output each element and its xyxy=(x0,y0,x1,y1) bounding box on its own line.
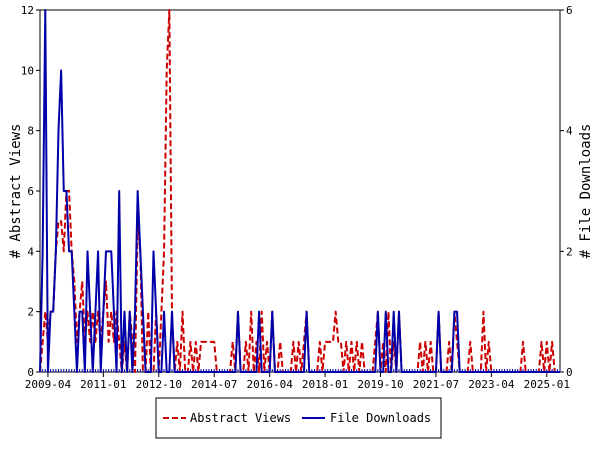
x-tick-label: 2019-10 xyxy=(357,378,403,391)
left-tick-label: 10 xyxy=(21,64,34,77)
left-tick-label: 12 xyxy=(21,4,34,17)
x-tick-label: 2021-07 xyxy=(413,378,459,391)
legend-box xyxy=(155,397,442,439)
left-axis-label: # Abstract Views xyxy=(8,124,24,259)
left-tick-label: 4 xyxy=(27,245,34,258)
right-tick-label: 4 xyxy=(566,125,573,138)
right-axis-ticks: 0 2 4 6 xyxy=(560,4,573,379)
x-tick-label: 2025-01 xyxy=(524,378,570,391)
x-tick-label: 2018-01 xyxy=(302,378,348,391)
legend-label-file-downloads: File Downloads xyxy=(330,411,431,425)
right-tick-label: 6 xyxy=(566,4,573,17)
right-axis-label: # File Downloads xyxy=(578,124,594,259)
series-layer xyxy=(39,9,560,373)
legend: Abstract Views File Downloads xyxy=(155,397,442,439)
right-tick-label: 2 xyxy=(566,245,573,258)
left-tick-label: 6 xyxy=(27,185,34,198)
x-tick-label: 2014-07 xyxy=(191,378,237,391)
x-tick-label: 2016-04 xyxy=(246,378,293,391)
plot-area xyxy=(39,9,561,373)
series-line-file-downloads xyxy=(39,9,560,373)
left-axis-ticks: 0 2 4 6 8 10 12 xyxy=(21,4,40,379)
x-tick-label: 2011-01 xyxy=(80,378,126,391)
legend-label-abstract-views: Abstract Views xyxy=(190,411,291,425)
x-tick-label: 2012-10 xyxy=(136,378,182,391)
left-tick-label: 0 xyxy=(27,366,34,379)
left-tick-label: 2 xyxy=(27,306,34,319)
x-tick-label: 2023-04 xyxy=(468,378,515,391)
left-tick-label: 8 xyxy=(27,125,34,138)
x-tick-label: 2009-04 xyxy=(25,378,72,391)
right-tick-label: 0 xyxy=(566,366,573,379)
